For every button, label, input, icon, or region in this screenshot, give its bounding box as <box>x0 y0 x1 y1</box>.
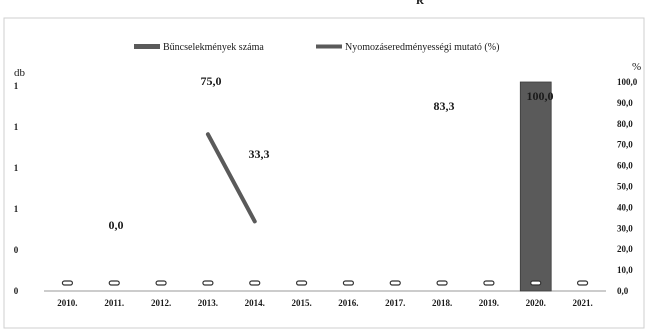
right-tick-label: 40,0 <box>617 202 633 212</box>
left-tick-label: 1 <box>14 163 19 173</box>
zero-marker <box>155 280 167 286</box>
x-tick-label: 2011. <box>104 298 124 308</box>
x-tick-label: 2010. <box>57 298 77 308</box>
line-series <box>205 132 257 224</box>
chart-title-fragment: Ŕ <box>416 0 425 7</box>
x-tick-label: 2018. <box>432 298 452 308</box>
x-tick-label: 2017. <box>385 298 405 308</box>
right-tick-label: 80,0 <box>617 119 633 129</box>
right-tick-label: 90,0 <box>617 98 633 108</box>
data-label: 83,3 <box>434 99 455 113</box>
data-labels: 0,0 75,0 33,3 83,3 100,0 <box>109 74 554 232</box>
x-axis: 2010. 2011. 2012. 2013. 2014. 2015. 2016. 2017.… <box>57 298 592 308</box>
bar <box>519 81 552 292</box>
legend: Bűncselekmények száma Nyomozáseredményess… <box>134 42 499 53</box>
right-tick-label: 0,0 <box>617 286 629 296</box>
zero-marker <box>202 280 214 286</box>
left-tick-label: 1 <box>14 204 19 214</box>
zero-marker <box>108 280 120 286</box>
zero-marker <box>61 280 74 286</box>
zero-marker <box>295 280 308 286</box>
zero-marker <box>342 280 355 286</box>
legend-label-line: Nyomozáseredményességi mutató (%) <box>345 42 499 53</box>
right-tick-label: 30,0 <box>617 223 633 233</box>
zero-marker <box>530 280 542 286</box>
x-tick-label: 2016. <box>338 298 358 308</box>
right-tick-label: 50,0 <box>617 182 633 192</box>
data-label: 0,0 <box>109 218 124 232</box>
zero-markers <box>61 280 589 286</box>
data-label: 100,0 <box>527 89 554 103</box>
legend-swatch-bar <box>134 44 160 49</box>
x-tick-label: 2012. <box>151 298 171 308</box>
left-tick-label: 0 <box>14 286 19 296</box>
zero-marker <box>389 280 401 286</box>
x-tick-label: 2020. <box>526 298 546 308</box>
left-tick-label: 1 <box>14 122 19 132</box>
right-tick-label: 100,0 <box>617 77 638 87</box>
right-tick-label: 70,0 <box>617 140 633 150</box>
x-tick-label: 2013. <box>198 298 218 308</box>
x-tick-label: 2014. <box>245 298 265 308</box>
x-tick-label: 2019. <box>479 298 499 308</box>
x-tick-label: 2021. <box>572 298 592 308</box>
right-axis: 0,0 10,0 20,0 30,0 40,0 50,0 60,0 70,0 80,0 90,0 1… <box>617 77 638 296</box>
right-tick-label: 60,0 <box>617 161 633 171</box>
zero-marker <box>576 280 589 286</box>
series-line <box>205 132 257 224</box>
zero-marker <box>249 280 261 286</box>
right-tick-label: 20,0 <box>617 244 633 254</box>
x-tick-label: 2015. <box>291 298 311 308</box>
right-axis-unit: % <box>632 61 641 73</box>
right-tick-label: 10,0 <box>617 265 633 275</box>
left-tick-label: 0 <box>14 245 19 255</box>
left-axis-unit: db <box>14 67 26 79</box>
bar-series <box>519 81 552 292</box>
left-axis: 0 0 1 1 1 1 <box>14 81 19 296</box>
left-tick-label: 1 <box>14 81 19 91</box>
data-label: 33,3 <box>249 147 270 161</box>
data-label: 75,0 <box>201 74 222 88</box>
zero-marker <box>483 280 495 286</box>
zero-marker <box>436 280 448 286</box>
legend-label-bar: Bűncselekmények száma <box>163 42 264 53</box>
